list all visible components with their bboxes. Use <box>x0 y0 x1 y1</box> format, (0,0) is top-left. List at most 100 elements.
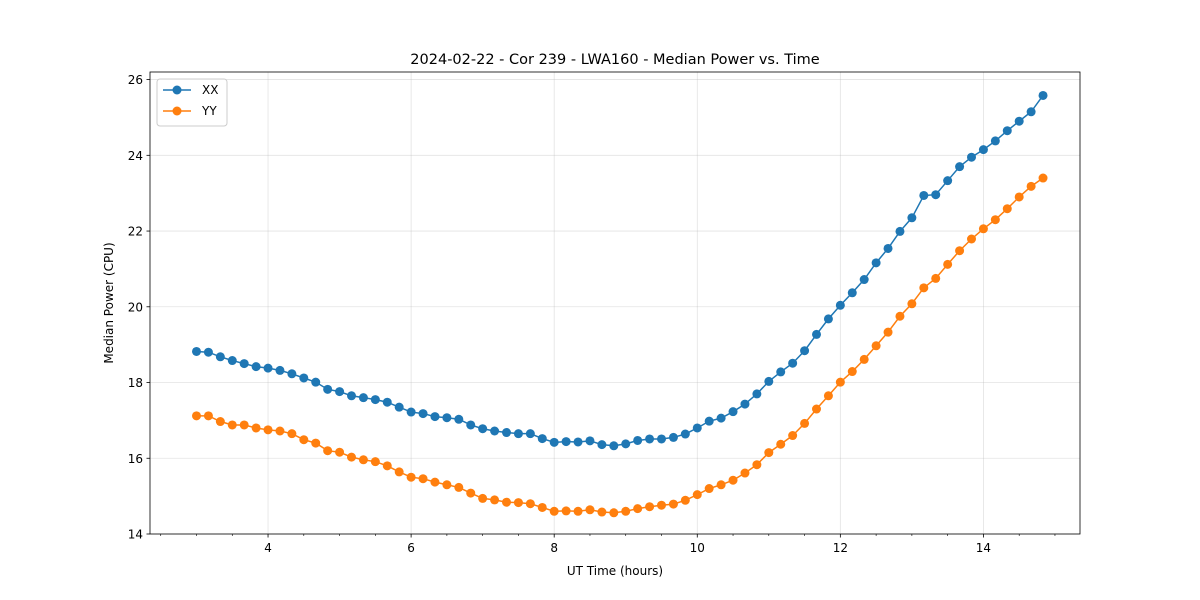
data-point-yy <box>597 507 607 517</box>
data-point-yy <box>978 224 988 234</box>
data-point-yy <box>800 418 810 428</box>
x-tick-label: 10 <box>690 541 705 555</box>
data-point-yy <box>931 273 941 283</box>
data-point-xx <box>812 329 821 339</box>
data-point-xx <box>406 407 416 417</box>
data-point-xx <box>311 377 321 387</box>
legend-xx-label: XX <box>202 83 218 97</box>
x-tick-label: 6 <box>407 541 415 555</box>
data-point-xx <box>1014 116 1024 126</box>
legend-yy-marker <box>172 106 182 116</box>
data-point-yy <box>716 480 726 490</box>
y-tick-label: 18 <box>128 376 143 390</box>
data-point-yy <box>311 438 321 448</box>
data-point-xx <box>895 226 905 236</box>
data-point-xx <box>215 352 225 362</box>
data-point-xx <box>955 162 965 172</box>
data-point-xx <box>823 314 833 324</box>
data-point-yy <box>692 490 702 500</box>
data-point-yy <box>776 439 786 449</box>
data-point-xx <box>1026 107 1036 117</box>
data-point-yy <box>668 499 678 509</box>
x-tick-label: 8 <box>550 541 558 555</box>
data-point-yy <box>823 391 833 401</box>
data-point-xx <box>752 389 762 399</box>
chart-title: 2024-02-22 - Cor 239 - LWA160 - Median P… <box>410 52 819 68</box>
data-point-xx <box>323 384 333 394</box>
legend-xx-marker <box>172 85 182 95</box>
data-point-yy <box>967 234 976 244</box>
data-point-xx <box>1038 90 1048 100</box>
legend-yy-label: YY <box>201 104 217 118</box>
data-point-xx <box>251 362 261 372</box>
data-point-yy <box>788 431 798 441</box>
data-point-yy <box>299 435 309 445</box>
y-tick-label: 20 <box>128 300 143 314</box>
data-point-xx <box>800 346 810 356</box>
data-point-yy <box>585 505 595 515</box>
data-point-yy <box>907 299 917 309</box>
data-point-yy <box>871 341 881 351</box>
data-point-yy <box>621 506 631 516</box>
data-point-xx <box>418 409 428 419</box>
data-point-yy <box>847 367 857 377</box>
data-point-xx <box>275 365 285 375</box>
data-point-yy <box>227 420 237 430</box>
x-tick-label: 14 <box>976 541 991 555</box>
data-point-xx <box>442 413 452 423</box>
y-tick-label: 14 <box>128 528 143 542</box>
y-tick-label: 22 <box>128 225 143 239</box>
data-point-xx <box>466 420 476 430</box>
data-point-xx <box>478 424 488 434</box>
data-point-yy <box>418 474 428 484</box>
plot-frame <box>149 71 1081 535</box>
data-point-yy <box>764 448 774 458</box>
data-point-yy <box>370 457 380 467</box>
data-point-yy <box>502 497 511 507</box>
y-tick-label: 26 <box>128 73 143 87</box>
data-point-yy <box>406 472 416 482</box>
data-point-xx <box>835 300 845 310</box>
data-point-xx <box>788 358 798 368</box>
data-point-yy <box>561 506 571 516</box>
data-point-xx <box>633 435 643 445</box>
data-point-yy <box>275 426 285 436</box>
data-point-xx <box>680 429 690 439</box>
x-tick-label: 12 <box>833 541 848 555</box>
legend: XX YY <box>156 78 228 127</box>
data-point-xx <box>263 363 273 373</box>
data-point-yy <box>645 502 655 512</box>
data-point-xx <box>525 429 535 439</box>
data-point-xx <box>668 432 678 442</box>
data-point-yy <box>382 461 392 471</box>
data-point-yy <box>1014 192 1024 202</box>
y-tick-label: 16 <box>128 452 143 466</box>
data-point-xx <box>382 397 392 407</box>
data-point-yy <box>835 377 845 387</box>
y-axis-label: Median Power (CPU) <box>102 242 116 363</box>
data-point-yy <box>251 423 261 433</box>
data-point-xx <box>728 407 738 417</box>
data-point-yy <box>478 493 488 503</box>
data-point-xx <box>454 414 464 424</box>
data-point-xx <box>203 347 213 357</box>
data-point-yy <box>859 354 869 364</box>
data-point-xx <box>537 434 547 444</box>
data-point-xx <box>358 393 368 403</box>
data-point-yy <box>883 327 893 337</box>
data-point-xx <box>871 258 881 268</box>
data-point-xx <box>585 436 595 446</box>
data-point-xx <box>573 437 583 447</box>
data-point-xx <box>1002 126 1012 136</box>
data-point-xx <box>549 437 559 447</box>
data-point-yy <box>215 417 225 427</box>
data-point-xx <box>370 395 380 405</box>
data-point-yy <box>490 495 500 505</box>
data-point-xx <box>513 429 523 439</box>
x-axis-label: UT Time (hours) <box>567 564 663 578</box>
data-point-yy <box>394 467 404 477</box>
data-point-xx <box>704 416 714 426</box>
data-point-xx <box>716 413 726 423</box>
data-point-yy <box>323 446 333 456</box>
